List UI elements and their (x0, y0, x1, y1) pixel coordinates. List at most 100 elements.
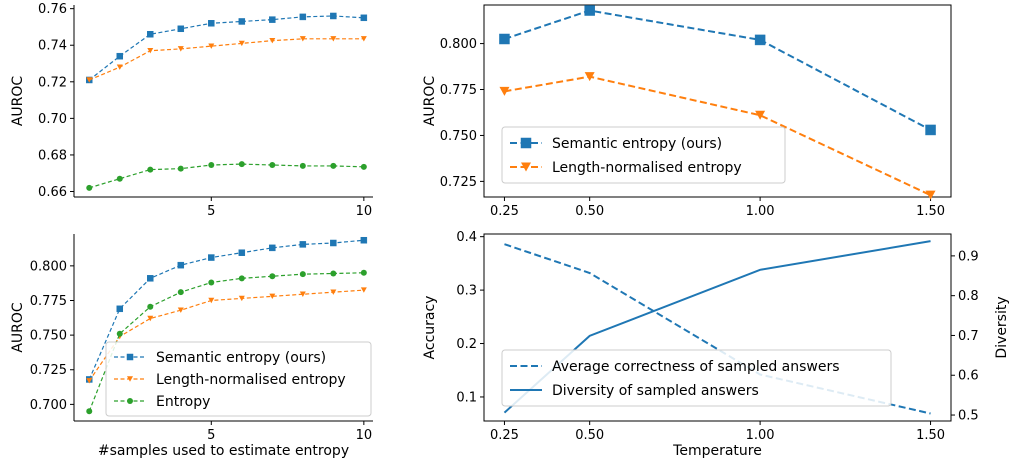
y-tick-label: 0.2 (456, 337, 477, 352)
data-point-length-normalised-entropy (116, 64, 123, 70)
series-line-semantic-entropy-ours (88, 15, 364, 81)
y-axis-label: AUROC (10, 302, 26, 353)
data-point-entropy (238, 275, 245, 282)
data-point-entropy (86, 408, 93, 415)
legend-label: Length-normalised entropy (552, 160, 742, 176)
data-point-semantic-entropy-ours (238, 18, 246, 25)
chart-tl: 5 10 0.66 0.68 0.70 0.72 0.74 0.76 AUROC (10, 2, 373, 219)
legend-label: Semantic entropy (ours) (552, 136, 722, 152)
y-axis-label: AUROC (422, 76, 438, 127)
data-point-semantic-entropy-ours (238, 249, 246, 256)
data-point-semantic-entropy-ours (925, 124, 936, 136)
data-point-semantic-entropy-ours (330, 12, 337, 20)
legend-marker (127, 376, 133, 382)
data-point-length-normalised-entropy (208, 43, 215, 49)
legend-marker (520, 137, 532, 149)
legend-marker (127, 398, 133, 404)
y-tick-label: 0.4 (456, 230, 477, 245)
data-point-semantic-entropy-ours (177, 25, 185, 33)
data-point-entropy (269, 273, 276, 280)
series-line-entropy (88, 272, 364, 412)
legend: Average correctness of sampled answers Di… (501, 349, 892, 407)
y2-axis-label: Diversity (994, 296, 1010, 358)
data-point-semantic-entropy-ours (208, 20, 215, 27)
x-tick-label: 1.50 (916, 428, 945, 443)
data-point-length-normalised-entropy (86, 77, 93, 83)
legend-marker (126, 353, 134, 361)
data-point-entropy (238, 161, 245, 168)
data-point-semantic-entropy-ours (269, 16, 276, 23)
y-tick-label: 0.74 (38, 39, 67, 54)
data-point-length-normalised-entropy (330, 289, 337, 295)
data-point-semantic-entropy-ours (116, 52, 124, 60)
data-point-semantic-entropy-ours (177, 261, 185, 269)
x-tick-label: 5 (207, 428, 215, 443)
series-line-length-normalised-entropy (504, 75, 931, 197)
data-point-semantic-entropy-ours (299, 241, 307, 248)
data-point-semantic-entropy-ours (299, 13, 307, 21)
y2-tick-label: 0.9 (958, 249, 979, 264)
y-tick-label: 0.76 (38, 2, 67, 17)
data-point-entropy (330, 162, 337, 169)
series-line-semantic-entropy-ours (88, 239, 364, 380)
legend-label: Entropy (156, 394, 210, 410)
legend: Semantic entropy (ours) Length-normalised… (501, 126, 786, 184)
y2-tick-label: 0.6 (958, 369, 979, 384)
data-point-length-normalised-entropy (147, 315, 154, 322)
data-point-entropy (208, 279, 215, 286)
legend-box (105, 341, 372, 417)
y-tick-label: 0.800 (30, 259, 67, 274)
data-point-semantic-entropy-ours (208, 254, 215, 261)
legend-marker (521, 162, 531, 172)
series-line-length-normalised-entropy (88, 289, 364, 382)
series-line-average-correctness-of-sampled-answers (504, 243, 931, 415)
data-point-length-normalised-entropy (755, 110, 766, 120)
data-point-semantic-entropy-ours (116, 305, 124, 313)
x-tick-label: 1.00 (746, 204, 775, 219)
data-point-length-normalised-entropy (499, 86, 510, 96)
x-tick-label: 5 (207, 204, 215, 219)
data-point-length-normalised-entropy (360, 287, 367, 293)
series-line-semantic-entropy-ours (504, 9, 932, 131)
y-tick-label: 0.70 (38, 112, 67, 127)
y-tick-label: 0.68 (38, 148, 67, 163)
x-tick-label: 1.00 (746, 428, 775, 443)
axes-frame (483, 4, 952, 198)
data-point-length-normalised-entropy (269, 293, 276, 300)
y-tick-label: 0.725 (30, 363, 67, 378)
legend-box (501, 126, 786, 184)
data-point-semantic-entropy-ours (584, 5, 595, 16)
legend-label: Semantic entropy (ours) (156, 350, 326, 366)
data-point-entropy (147, 166, 154, 173)
x-tick-label: 0.50 (575, 204, 604, 219)
data-point-entropy (269, 162, 276, 168)
data-point-entropy (299, 271, 306, 278)
data-point-length-normalised-entropy (177, 46, 184, 52)
data-point-semantic-entropy-ours (499, 33, 510, 45)
data-point-entropy (86, 184, 93, 191)
data-point-semantic-entropy-ours (330, 239, 337, 247)
y-tick-label: 0.775 (30, 294, 67, 309)
data-point-length-normalised-entropy (86, 378, 93, 384)
data-point-length-normalised-entropy (925, 190, 936, 200)
chart-br: 0.25 0.50 1.00 1.50 0.1 0.2 0.3 0.4 0.5 0.6 0.7 0.8… (422, 230, 1010, 459)
data-point-entropy (116, 330, 123, 337)
data-point-length-normalised-entropy (584, 72, 595, 82)
chart-bl: 5 10 0.700 0.725 0.750 0.775 0.800 AUROC #sample… (10, 234, 373, 459)
y2-tick-label: 0.7 (958, 329, 979, 344)
data-point-length-normalised-entropy (208, 297, 215, 304)
data-point-length-normalised-entropy (269, 37, 276, 44)
y-tick-label: 0.700 (30, 398, 67, 413)
data-point-length-normalised-entropy (360, 36, 367, 42)
data-point-entropy (360, 163, 367, 170)
legend-label: Length-normalised entropy (156, 372, 346, 388)
data-point-length-normalised-entropy (330, 36, 337, 42)
y-tick-label: 0.3 (456, 284, 477, 299)
x-tick-label: 0.25 (490, 428, 519, 443)
y-tick-label: 0.800 (440, 37, 477, 52)
y2-tick-label: 0.5 (958, 409, 979, 424)
y2-tick-label: 0.8 (958, 289, 979, 304)
y-axis-label: Accuracy (422, 296, 438, 360)
data-point-length-normalised-entropy (147, 48, 154, 54)
